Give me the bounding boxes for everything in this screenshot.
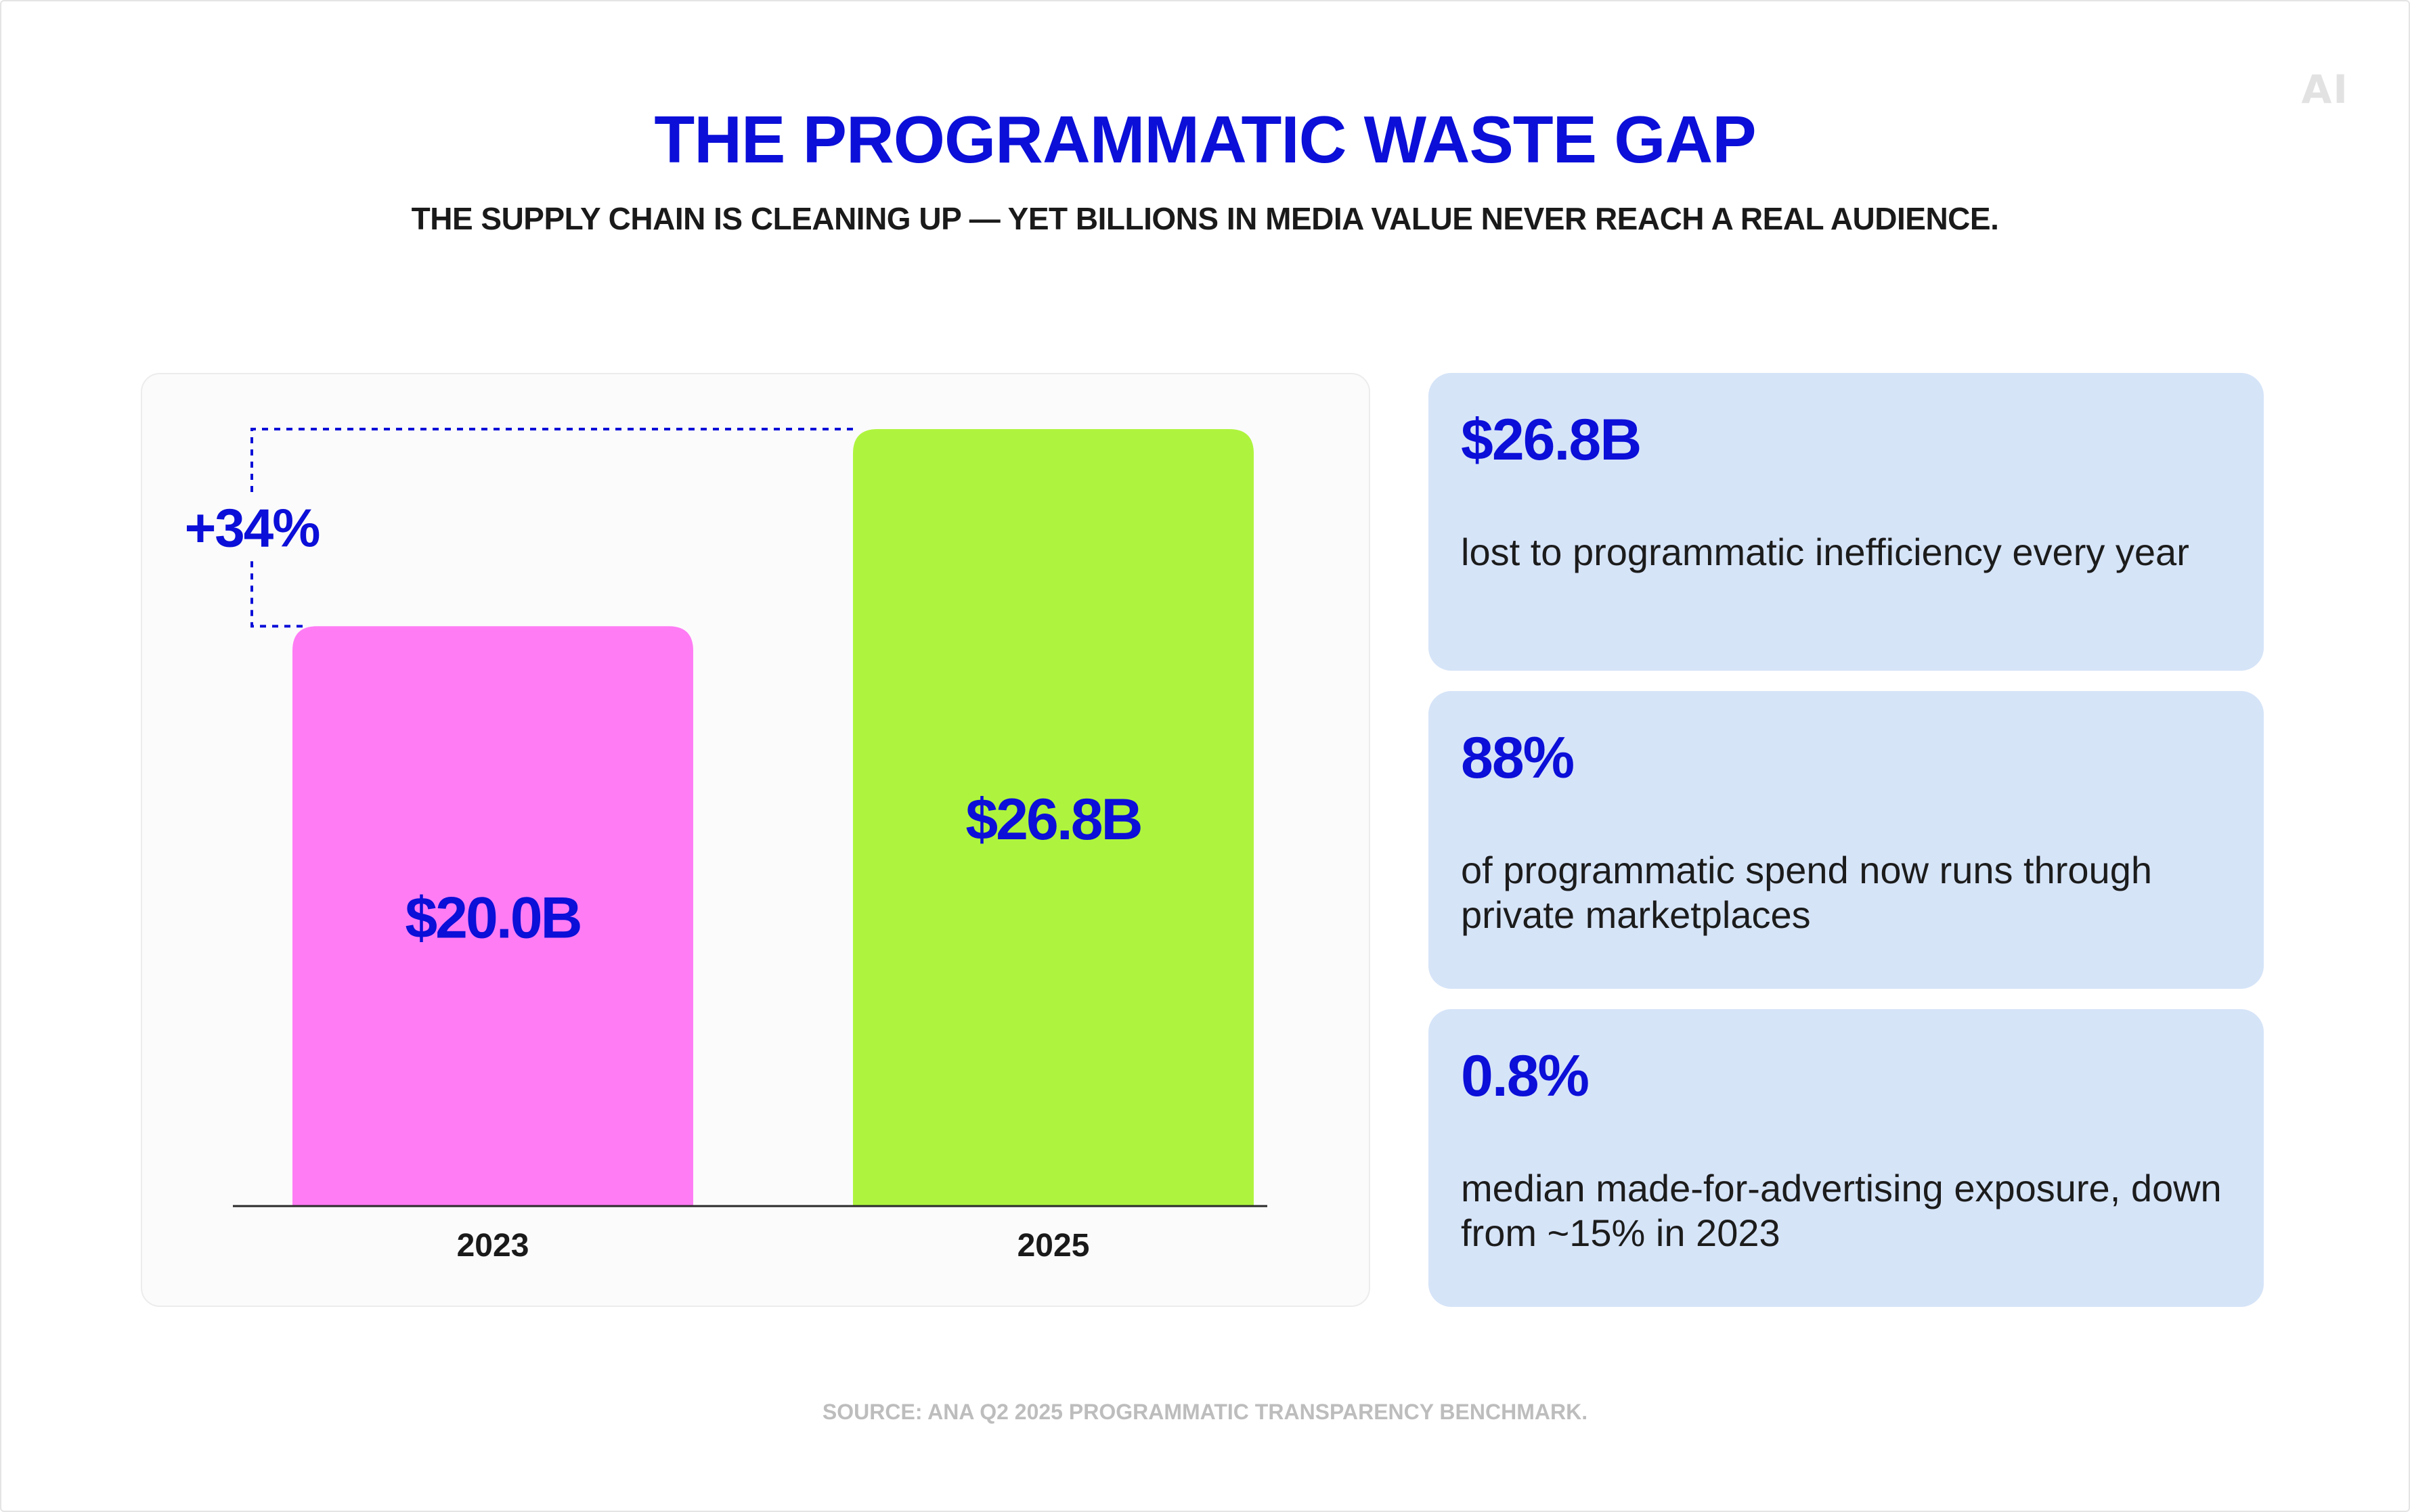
bar-2023 [292, 626, 693, 1206]
stat-card-pmp-share: 88% of programmatic spend now runs throu… [1428, 691, 2264, 989]
growth-percent-label: +34% [185, 498, 320, 558]
stat-card-annual-loss: $26.8B lost to programmatic inefficiency… [1428, 373, 2264, 671]
growth-bracket-bottom [250, 561, 306, 628]
brand-logo: AI [2301, 66, 2349, 112]
chart-panel: $20.0B 2023 $26.8B 2025 +34% [141, 373, 1370, 1307]
stat-description: lost to programmatic inefficiency every … [1461, 531, 2189, 573]
page-subtitle: THE SUPPLY CHAIN IS CLEANING UP — YET BI… [411, 201, 1999, 236]
data-label-2025: $26.8B [965, 787, 1141, 852]
data-label-2023: $20.0B [405, 886, 580, 951]
source-note: SOURCE: ANA Q2 2025 PROGRAMMATIC TRANSPA… [822, 1400, 1588, 1424]
stat-value: 88% [1461, 726, 1575, 791]
stat-value: $26.8B [1461, 407, 1642, 472]
bar-chart: $20.0B 2023 $26.8B 2025 +34% [185, 428, 1267, 1264]
stat-description: of programmatic spend now runs through p… [1461, 849, 2152, 936]
bar-2025 [853, 429, 1254, 1206]
x-tick-label-2025: 2025 [1017, 1228, 1090, 1264]
page-title: THE PROGRAMMATIC WASTE GAP [654, 102, 1756, 177]
x-tick-label-2023: 2023 [457, 1228, 529, 1264]
stat-value: 0.8% [1461, 1044, 1590, 1109]
growth-bracket-top [250, 428, 853, 494]
stat-description: median made-for-advertising exposure, do… [1461, 1167, 2222, 1254]
stat-card-mfa-exposure: 0.8% median made-for-advertising exposur… [1428, 1009, 2264, 1307]
